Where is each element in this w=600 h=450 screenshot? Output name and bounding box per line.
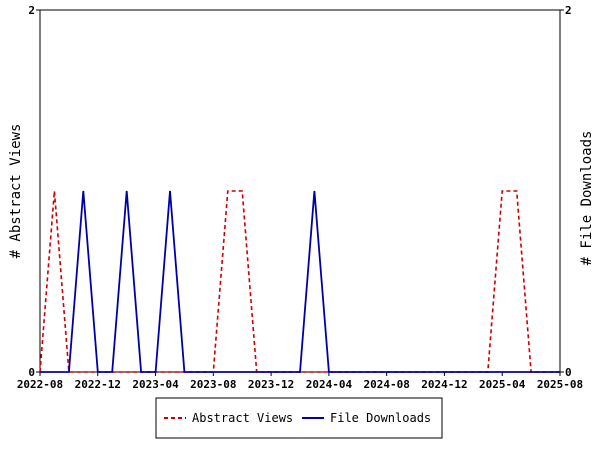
y-right-tick-label: 2 — [565, 4, 572, 17]
x-tick-label: 2023-08 — [190, 378, 236, 391]
x-tick-label: 2024-12 — [421, 378, 467, 391]
x-tick-label: 2025-04 — [479, 378, 526, 391]
x-tick-label: 2022-12 — [75, 378, 121, 391]
x-tick-label: 2025-08 — [537, 378, 583, 391]
y-left-tick-label: 0 — [28, 366, 35, 379]
series-line-abstract-views — [39, 190, 560, 373]
legend: Abstract Views File Downloads — [155, 397, 443, 439]
y-axis-ticks: 0 2 0 2 — [28, 4, 571, 379]
legend-label-abstract-views: Abstract Views — [192, 411, 293, 425]
series-lines — [39, 190, 560, 373]
x-tick-label: 2024-08 — [363, 378, 409, 391]
series-line-file-downloads — [40, 190, 560, 373]
y-axis-right-title: # File Downloads — [579, 131, 595, 266]
x-tick-label: 2024-04 — [306, 378, 353, 391]
x-tick-label: 2023-04 — [132, 378, 179, 391]
y-left-tick-label: 2 — [28, 4, 35, 17]
y-axis-left-title: # Abstract Views — [8, 124, 24, 259]
legend-box — [155, 397, 443, 439]
x-axis-ticks: 2022-08 2022-12 2023-04 2023-08 2023-12 2024-… — [17, 372, 583, 391]
plot-area — [39, 9, 561, 373]
x-tick-label: 2023-12 — [248, 378, 294, 391]
x-tick-label: 2022-08 — [17, 378, 63, 391]
legend-label-file-downloads: File Downloads — [330, 411, 431, 425]
y-right-tick-label: 0 — [565, 366, 572, 379]
